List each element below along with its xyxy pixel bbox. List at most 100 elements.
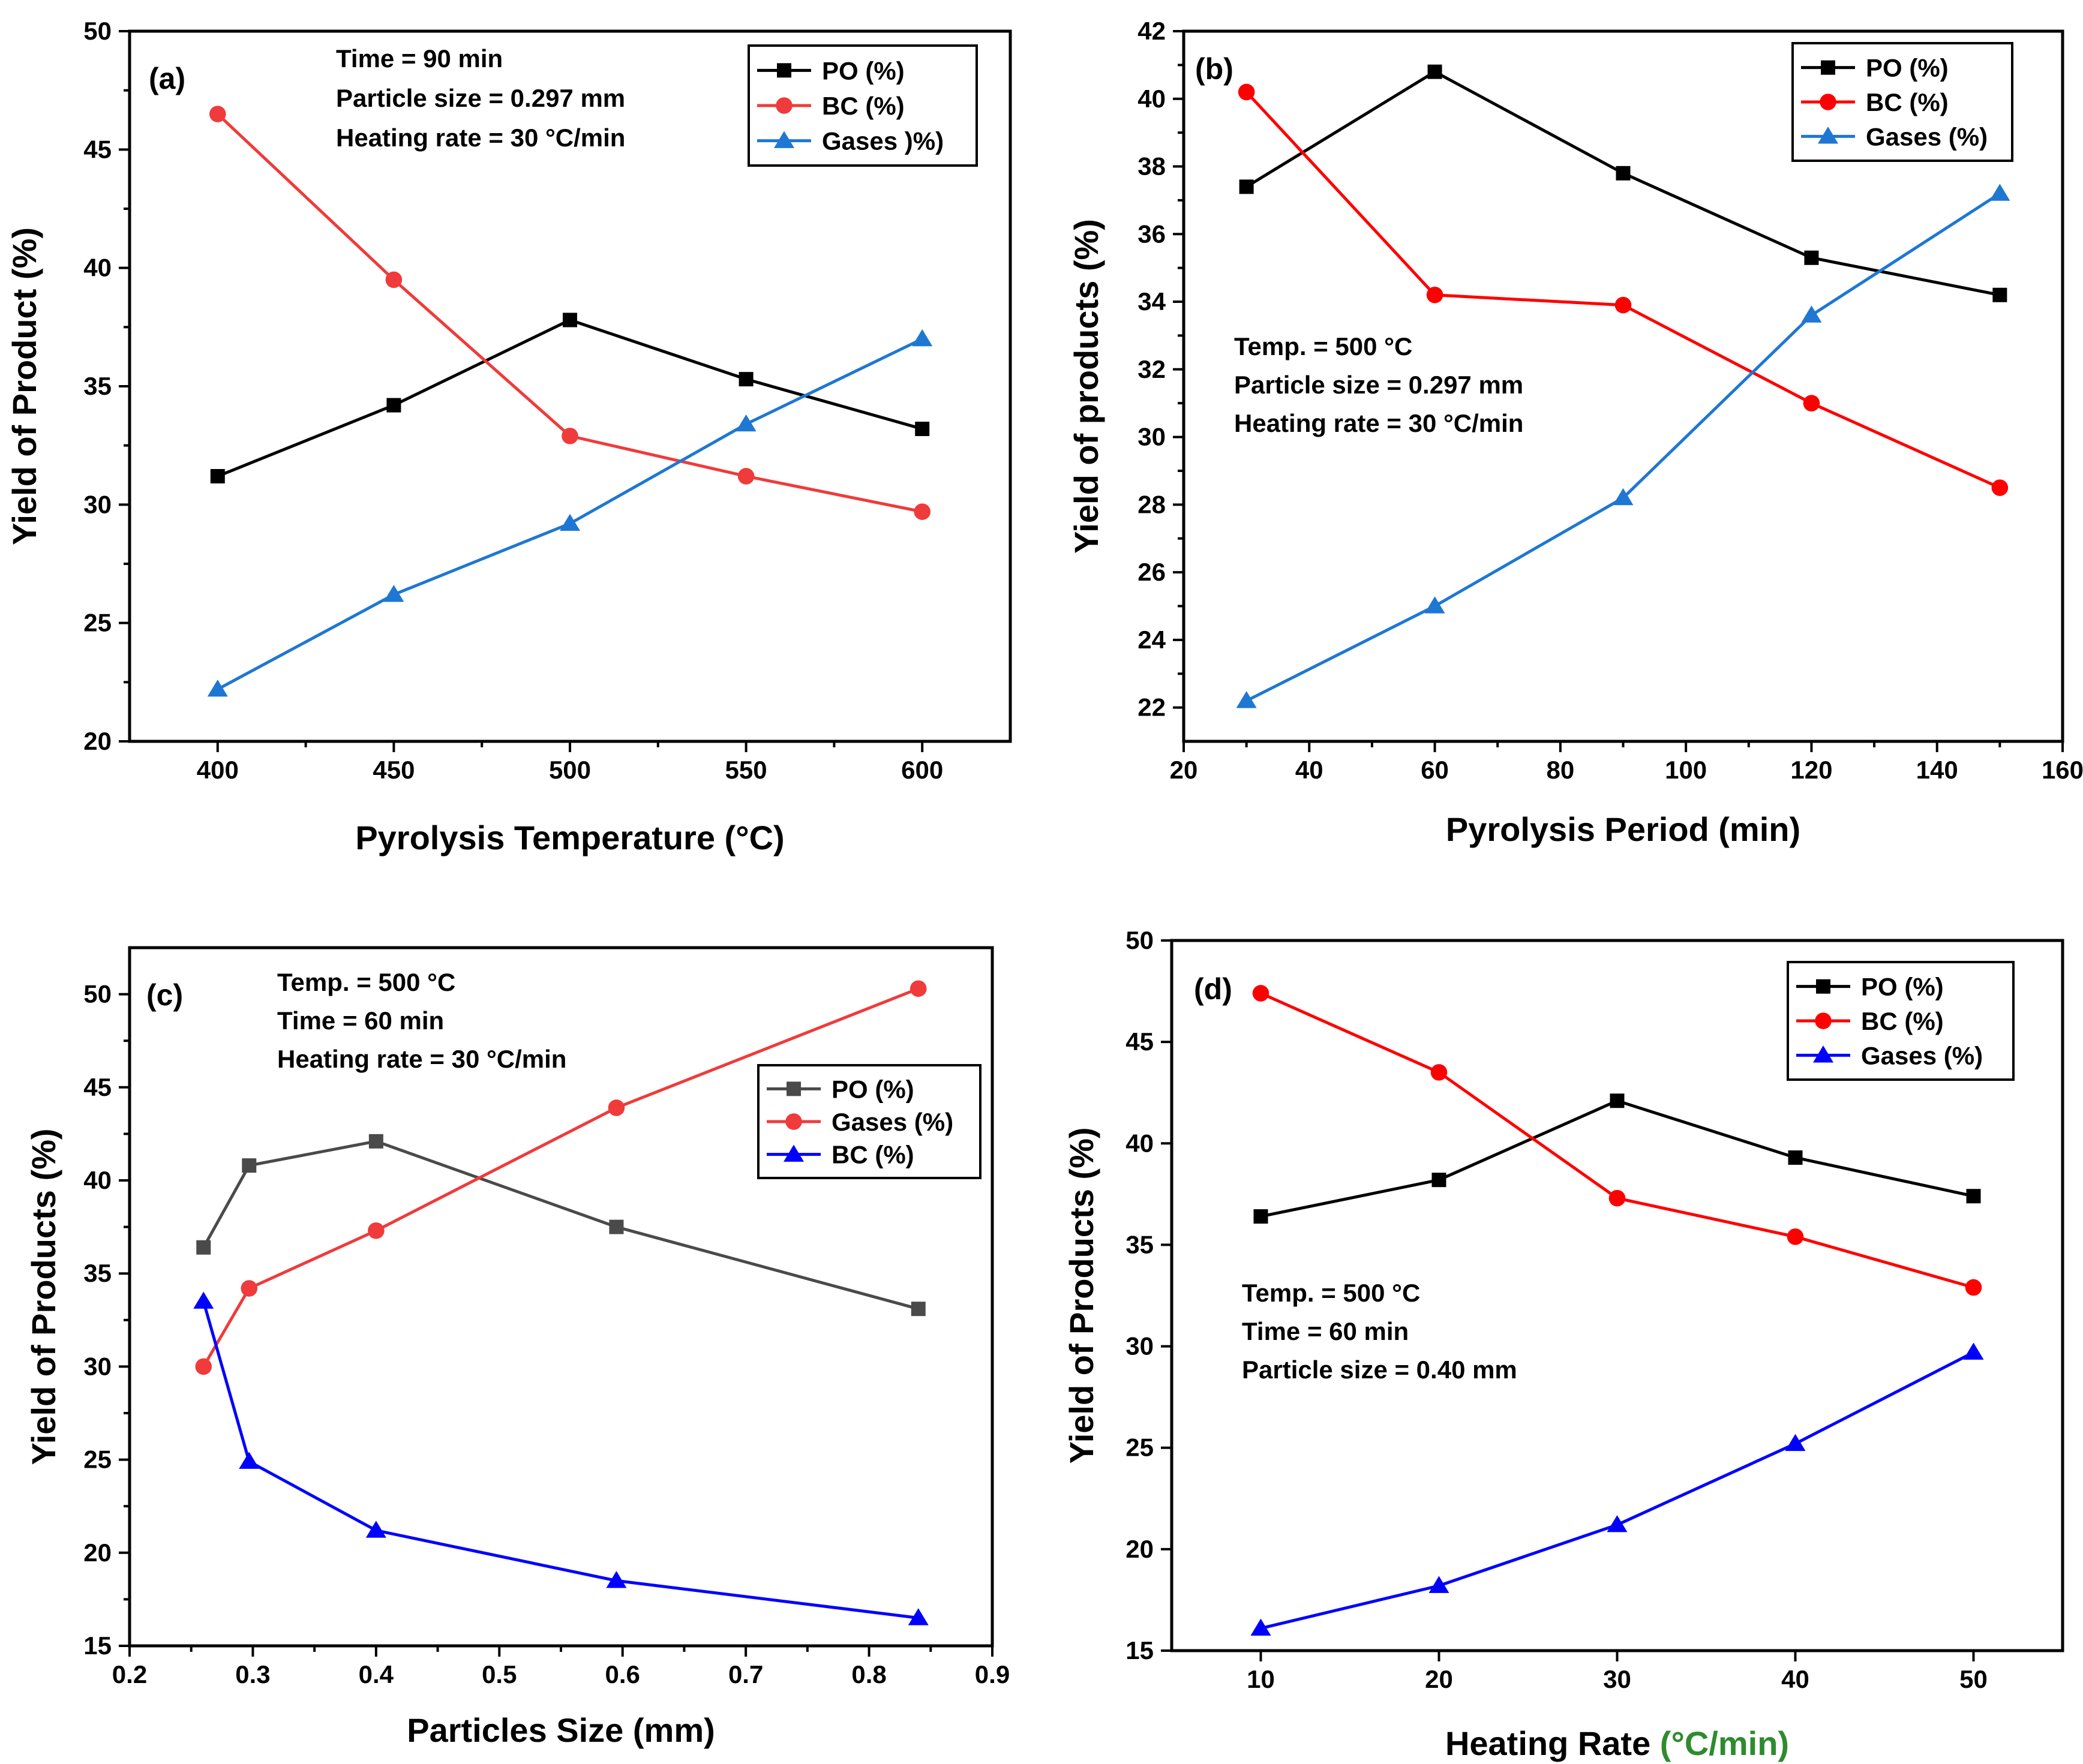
x-tick-label: 20	[1170, 756, 1198, 784]
panel-label: (a)	[149, 62, 185, 95]
condition-annotation: Particle size = 0.40 mm	[1242, 1356, 1517, 1384]
data-point	[1424, 596, 1445, 614]
legend-marker	[773, 131, 795, 148]
data-point	[1614, 296, 1632, 314]
legend-label: PO (%)	[1861, 973, 1944, 1001]
data-point	[1963, 1342, 1984, 1360]
x-tick-label: 0.4	[359, 1660, 394, 1688]
condition-annotation: Time = 90 min	[336, 44, 503, 73]
chart-panel-c: 0.2 0.3 0.4 0.5 0.6 0.7 0.8 0.9 15 20 25 30 35 40 45 50…	[25, 946, 1010, 1749]
data-point	[1804, 250, 1819, 265]
legend-marker	[776, 97, 793, 114]
x-tick-label: 30	[1603, 1665, 1631, 1693]
legend-label: BC (%)	[1866, 88, 1949, 116]
y-tick-label: 32	[1137, 355, 1166, 383]
data-point	[1607, 1515, 1628, 1532]
data-point	[736, 414, 757, 432]
x-tick-label: 40	[1781, 1665, 1809, 1693]
legend-marker	[785, 1113, 802, 1130]
y-axis-title: Yield of Products (%)	[25, 1128, 62, 1465]
legend-label: Gases (%)	[832, 1108, 953, 1136]
condition-annotation: Time = 60 min	[1242, 1317, 1409, 1345]
y-tick-label: 30	[83, 490, 112, 518]
y-tick-label: 15	[83, 1631, 112, 1660]
x-tick-label: 40	[1295, 756, 1323, 784]
data-point	[195, 1358, 212, 1375]
condition-annotation: Heating rate = 30 °C/min	[1234, 409, 1523, 437]
x-tick-label: 0.2	[112, 1660, 147, 1688]
data-point	[1992, 287, 2007, 302]
data-point	[912, 329, 933, 347]
legend-marker	[1812, 1045, 1834, 1063]
condition-annotation: Particle size = 0.297 mm	[336, 84, 625, 112]
y-tick-label: 40	[83, 1166, 112, 1194]
data-point	[1426, 286, 1443, 303]
condition-annotation: Time = 60 min	[277, 1006, 444, 1035]
x-tick-label: 450	[373, 756, 415, 784]
x-tick-label: 500	[549, 756, 591, 784]
legend-marker	[1815, 1012, 1832, 1029]
y-tick-label: 40	[1137, 85, 1166, 113]
data-point	[1610, 1093, 1625, 1108]
y-tick-label: 25	[83, 1446, 112, 1474]
series-line	[217, 318, 923, 478]
legend-marker	[1821, 60, 1835, 75]
condition-annotation: Heating rate = 30 °C/min	[336, 124, 625, 152]
x-tick-label: 120	[1790, 756, 1832, 784]
data-point	[908, 1608, 929, 1625]
chart-panel-b: 20 40 60 80 100 120 140 160 22 24 26 28 30 32 34 36 38 40…	[1067, 17, 2083, 848]
y-tick-label: 40	[1125, 1129, 1154, 1157]
data-point	[1788, 1150, 1803, 1165]
y-tick-label: 20	[83, 1538, 112, 1567]
x-tick-label: 80	[1546, 756, 1574, 784]
data-point	[910, 980, 927, 997]
data-point	[1238, 83, 1255, 101]
legend-marker	[783, 1144, 805, 1162]
condition-annotation: Particle size = 0.297 mm	[1234, 371, 1523, 399]
data-point	[241, 1280, 258, 1297]
data-point	[1608, 1189, 1626, 1207]
y-tick-label: 22	[1137, 693, 1166, 722]
legend-label: PO (%)	[1866, 54, 1949, 82]
legend-marker	[1820, 94, 1836, 110]
data-point	[914, 503, 931, 520]
x-tick-label: 10	[1247, 1665, 1275, 1693]
y-tick-label: 38	[1137, 152, 1166, 181]
data-point	[911, 1302, 926, 1317]
data-point	[1803, 395, 1820, 411]
x-tick-label: 20	[1425, 1665, 1453, 1693]
legend-label: BC (%)	[822, 92, 905, 120]
x-tick-label: 0.6	[605, 1660, 640, 1688]
y-tick-label: 28	[1137, 490, 1166, 518]
y-tick-label: 25	[83, 609, 112, 637]
x-tick-label: 400	[197, 756, 239, 784]
x-tick-label: 0.3	[235, 1660, 270, 1688]
data-point	[383, 585, 404, 602]
y-tick-label: 20	[83, 727, 112, 755]
y-tick-label: 42	[1137, 17, 1166, 45]
x-tick-label: 600	[901, 756, 943, 784]
legend-label: Gases (%)	[1866, 122, 1988, 151]
legend-label: Gases )%)	[822, 127, 944, 155]
x-tick-label: 0.7	[728, 1660, 763, 1688]
legend-marker	[1817, 127, 1839, 144]
data-point	[1966, 1189, 1981, 1204]
data-point	[1239, 179, 1254, 194]
x-axis-title-text: Particles Size (mm)	[407, 1711, 715, 1749]
data-point	[239, 1452, 260, 1469]
data-point	[210, 468, 225, 483]
data-point	[1427, 64, 1442, 79]
data-point	[608, 1099, 625, 1116]
y-axis-title: Yield of Product (%)	[5, 227, 43, 545]
legend-marker	[787, 1081, 801, 1096]
y-tick-label: 25	[1125, 1434, 1154, 1462]
y-tick-label: 35	[83, 372, 112, 400]
data-point	[365, 1520, 386, 1538]
legend-label: PO (%)	[822, 56, 905, 85]
legend-label: BC (%)	[1861, 1007, 1944, 1035]
data-point	[368, 1134, 383, 1149]
chart-panel-d: 10 20 30 40 50 15 20 25 30 35 40 45 50 Heating Rate (…	[1062, 926, 2064, 1762]
x-tick-label: 160	[2042, 756, 2083, 784]
x-axis-title-text: Pyrolysis Temperature (°C)	[355, 819, 784, 857]
data-point	[196, 1240, 211, 1255]
